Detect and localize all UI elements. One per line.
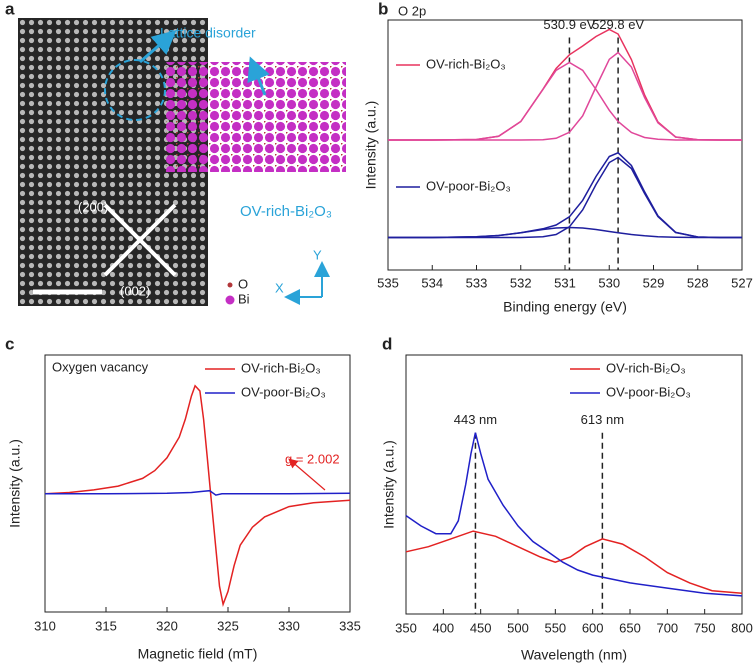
chart-title: O 2p [398,3,426,18]
annotation: (002) [120,283,150,298]
plot-frame [44,354,351,613]
series-line [388,28,742,141]
x-tick-label: 529 [643,275,665,290]
x-tick-label: 600 [582,620,604,635]
annotation: 613 nm [581,412,624,427]
chart-title: Oxygen vacancy [52,359,149,374]
annotation: OV-rich-Bi₂O₃ [240,203,332,220]
x-tick-label: 500 [507,620,529,635]
y-axis-label: Intensity (a.u.) [363,101,379,190]
annotation: 530.9 eV [543,17,595,32]
legend-label: OV-poor-Bi₂O₃ [426,178,511,193]
crystal-model [166,62,346,172]
x-tick-label: 350 [395,620,417,635]
annotation-arrow [288,458,326,491]
disorder-circle [104,59,166,121]
series-line [388,226,742,239]
x-tick-label: 530 [598,275,620,290]
series-line [388,51,742,141]
annotation: Lattice disorder [160,25,256,41]
x-tick-label: 400 [432,620,454,635]
x-tick-label: 750 [694,620,716,635]
x-tick-label: 550 [544,620,566,635]
panel-label: c [5,334,14,353]
legend-label: OV-poor-Bi₂O₃ [606,384,691,399]
y-axis-label: Intensity (a.u.) [381,440,397,529]
x-tick-label: 531 [554,275,576,290]
x-tick-label: 320 [156,618,178,633]
x-axis-label: Binding energy (eV) [503,299,627,315]
legend-label: OV-rich-Bi₂O₃ [241,360,321,375]
x-tick-label: 330 [278,618,300,633]
x-tick-label: 528 [687,275,709,290]
series-line [45,489,351,496]
axis-name: X [275,280,284,295]
x-tick-label: 533 [466,275,488,290]
x-tick-label: 532 [510,275,532,290]
legend-label: Bi [238,291,250,306]
legend-label: OV-rich-Bi₂O₃ [606,360,686,375]
series-line [405,432,743,597]
x-axis-label: Wavelength (nm) [521,647,627,663]
panel-label: b [378,0,388,18]
series-line [405,530,743,595]
series-line [44,384,351,608]
series-line [388,156,742,239]
panel-label: d [382,334,392,353]
x-tick-label: 534 [421,275,443,290]
axis-name: Y [313,247,322,262]
plot-frame [405,354,743,615]
atom-bi [225,295,235,305]
legend-label: OV-poor-Bi₂O₃ [241,384,326,399]
annotation: 529.8 eV [592,17,644,32]
x-tick-label: 527 [731,275,753,290]
annotation: (200) [78,199,108,214]
x-tick-label: 535 [377,275,399,290]
x-tick-label: 450 [470,620,492,635]
legend-label: O [238,276,248,291]
series-line [388,61,742,141]
tem-panel: a Lattice disorder OV-rich-Bi₂O₃ (200) (… [5,0,346,306]
arrow [139,30,177,64]
x-tick-label: 335 [339,618,361,633]
plane-line [103,203,177,277]
x-tick-label: 310 [34,618,56,633]
series-line [388,151,742,239]
y-axis-label: Intensity (a.u.) [7,439,23,528]
arrow [247,56,270,96]
x-tick-label: 650 [619,620,641,635]
annotation: 443 nm [454,412,497,427]
x-tick-label: 700 [656,620,678,635]
x-tick-label: 315 [95,618,117,633]
x-tick-label: 325 [217,618,239,633]
annotation: g = 2.002 [285,451,340,466]
atom-o [227,282,233,288]
x-tick-label: 800 [731,620,753,635]
panel-label: a [5,0,15,18]
legend-label: OV-rich-Bi₂O₃ [426,56,506,71]
x-axis-label: Magnetic field (mT) [138,646,258,662]
